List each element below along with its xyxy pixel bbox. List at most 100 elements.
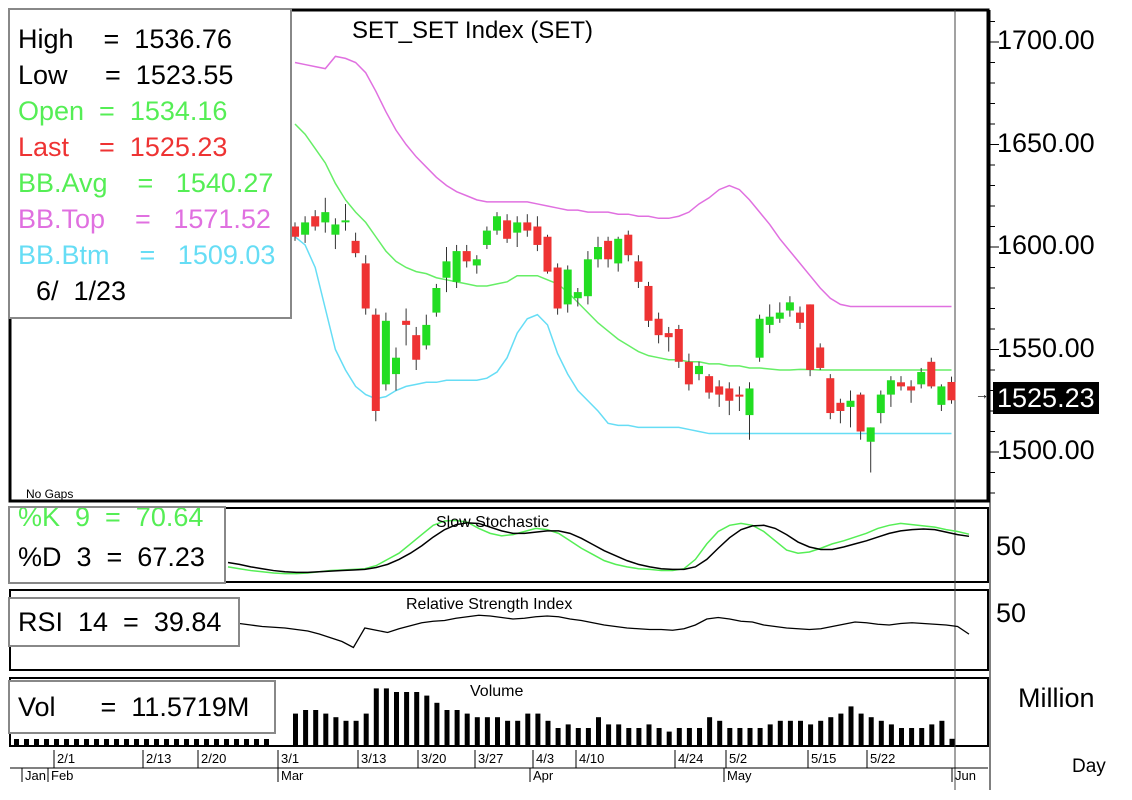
candle-body	[826, 378, 835, 414]
volume-bar-early	[144, 739, 149, 746]
candle-body	[594, 247, 602, 260]
no-gaps-label: No Gaps	[26, 487, 74, 501]
candle-body	[907, 386, 916, 391]
candle-body	[472, 259, 481, 266]
volume-bar-early	[24, 739, 29, 746]
volume-bar-early	[54, 739, 59, 746]
volume-bar	[676, 728, 682, 746]
volume-bar	[484, 717, 490, 746]
volume-bar	[747, 728, 753, 746]
x-tick-label: 2/13	[146, 751, 171, 766]
candle-body	[725, 388, 734, 401]
candle-body	[503, 220, 512, 239]
volume-bar-early	[84, 739, 89, 746]
volume-bar-early	[214, 739, 219, 746]
bb-avg-value: BB.Avg = 1540.27	[18, 168, 274, 198]
candle-body	[664, 333, 673, 338]
candle-body	[715, 386, 724, 395]
rsi-info-box: RSI 14 = 39.84	[8, 597, 240, 647]
price-info-box: High = 1536.76 Low = 1523.55 Open = 1534…	[8, 8, 292, 319]
day-label: Day	[1072, 756, 1106, 777]
volume-bar	[444, 710, 450, 746]
volume-bar	[666, 731, 672, 746]
volume-bar	[596, 717, 601, 746]
bollinger-bands	[294, 55, 952, 435]
candle-body	[321, 212, 330, 223]
candle-body	[705, 376, 714, 393]
volume-bar	[727, 728, 733, 746]
candle-body	[351, 240, 360, 254]
y-label-1500: 1500.00	[997, 435, 1095, 465]
y-label-1700: 1700.00	[997, 25, 1095, 55]
candle-body	[796, 312, 804, 323]
candle-body	[583, 259, 592, 297]
stoch-d-value: %D 3 = 67.23	[18, 542, 205, 572]
candle-body	[331, 224, 340, 235]
volume-bar	[828, 717, 834, 746]
volume-bar	[585, 728, 591, 746]
volume-bar	[323, 713, 329, 746]
candle-body	[291, 226, 299, 237]
x-tick-label: 5/2	[729, 751, 747, 766]
x-tick-label: 3/20	[421, 751, 446, 766]
volume-bar	[515, 720, 521, 746]
candle-body	[897, 382, 905, 387]
last-arrow-icon: →	[975, 386, 989, 402]
x-tick-label: 5/15	[811, 751, 836, 766]
volume-bar	[404, 692, 410, 746]
candle-body	[301, 222, 310, 235]
candle-body	[341, 220, 350, 223]
candle-body	[462, 251, 471, 262]
bb-btm-value: BB.Btm = 1509.03	[18, 240, 276, 270]
volume-bar-early	[224, 739, 229, 746]
volume-bar	[333, 717, 339, 746]
volume-bar	[929, 724, 935, 746]
rsi-line	[227, 614, 970, 649]
x-tick-label: 2/1	[57, 751, 75, 766]
volume-bar	[373, 688, 379, 746]
candle-body	[422, 324, 431, 346]
volume-bar	[686, 728, 692, 746]
candle-body	[947, 381, 956, 401]
candle-body	[563, 269, 572, 305]
bb-top-line	[294, 55, 952, 308]
candle-body	[361, 263, 370, 309]
volume-bar-early	[204, 739, 209, 746]
y-label-1650: 1650.00	[997, 128, 1095, 158]
volume-bar	[575, 728, 581, 746]
candle-body	[452, 251, 461, 282]
volume-bar	[899, 728, 904, 746]
volume-bar	[808, 724, 814, 746]
volume-bar	[313, 710, 319, 746]
volume-bar	[737, 728, 743, 746]
candle-body	[755, 318, 764, 358]
month-label: May	[727, 768, 752, 783]
candle-body	[695, 365, 703, 375]
volume-bar-early	[194, 739, 199, 746]
volume-bar	[303, 710, 309, 746]
volume-bar-early	[254, 739, 259, 746]
candle-body	[785, 302, 794, 311]
candle-body	[543, 236, 552, 272]
volume-bar-early	[154, 739, 159, 746]
volume-bar-early	[34, 739, 39, 746]
volume-bar-early	[124, 739, 129, 746]
open-value: Open = 1534.16	[18, 96, 228, 126]
volume-bar-early	[184, 739, 189, 746]
y-label-1600: 1600.00	[997, 230, 1095, 260]
candle-body	[624, 234, 633, 256]
candle-body	[775, 312, 784, 319]
x-tick-label: 5/22	[870, 751, 895, 766]
volume-title: Volume	[470, 683, 524, 700]
volume-bar-early	[94, 739, 99, 746]
candle-body	[311, 216, 320, 227]
candle-body	[482, 230, 491, 245]
chart-title: SET_SET Index (SET)	[352, 17, 593, 44]
volume-bar	[656, 728, 662, 746]
volume-bar-early	[174, 739, 179, 746]
month-label: Jun	[955, 768, 976, 783]
volume-bar-early	[44, 739, 49, 746]
volume-bar-early	[234, 739, 239, 746]
y-label-1550: 1550.00	[997, 333, 1095, 363]
last-value: Last = 1525.23	[18, 132, 228, 162]
